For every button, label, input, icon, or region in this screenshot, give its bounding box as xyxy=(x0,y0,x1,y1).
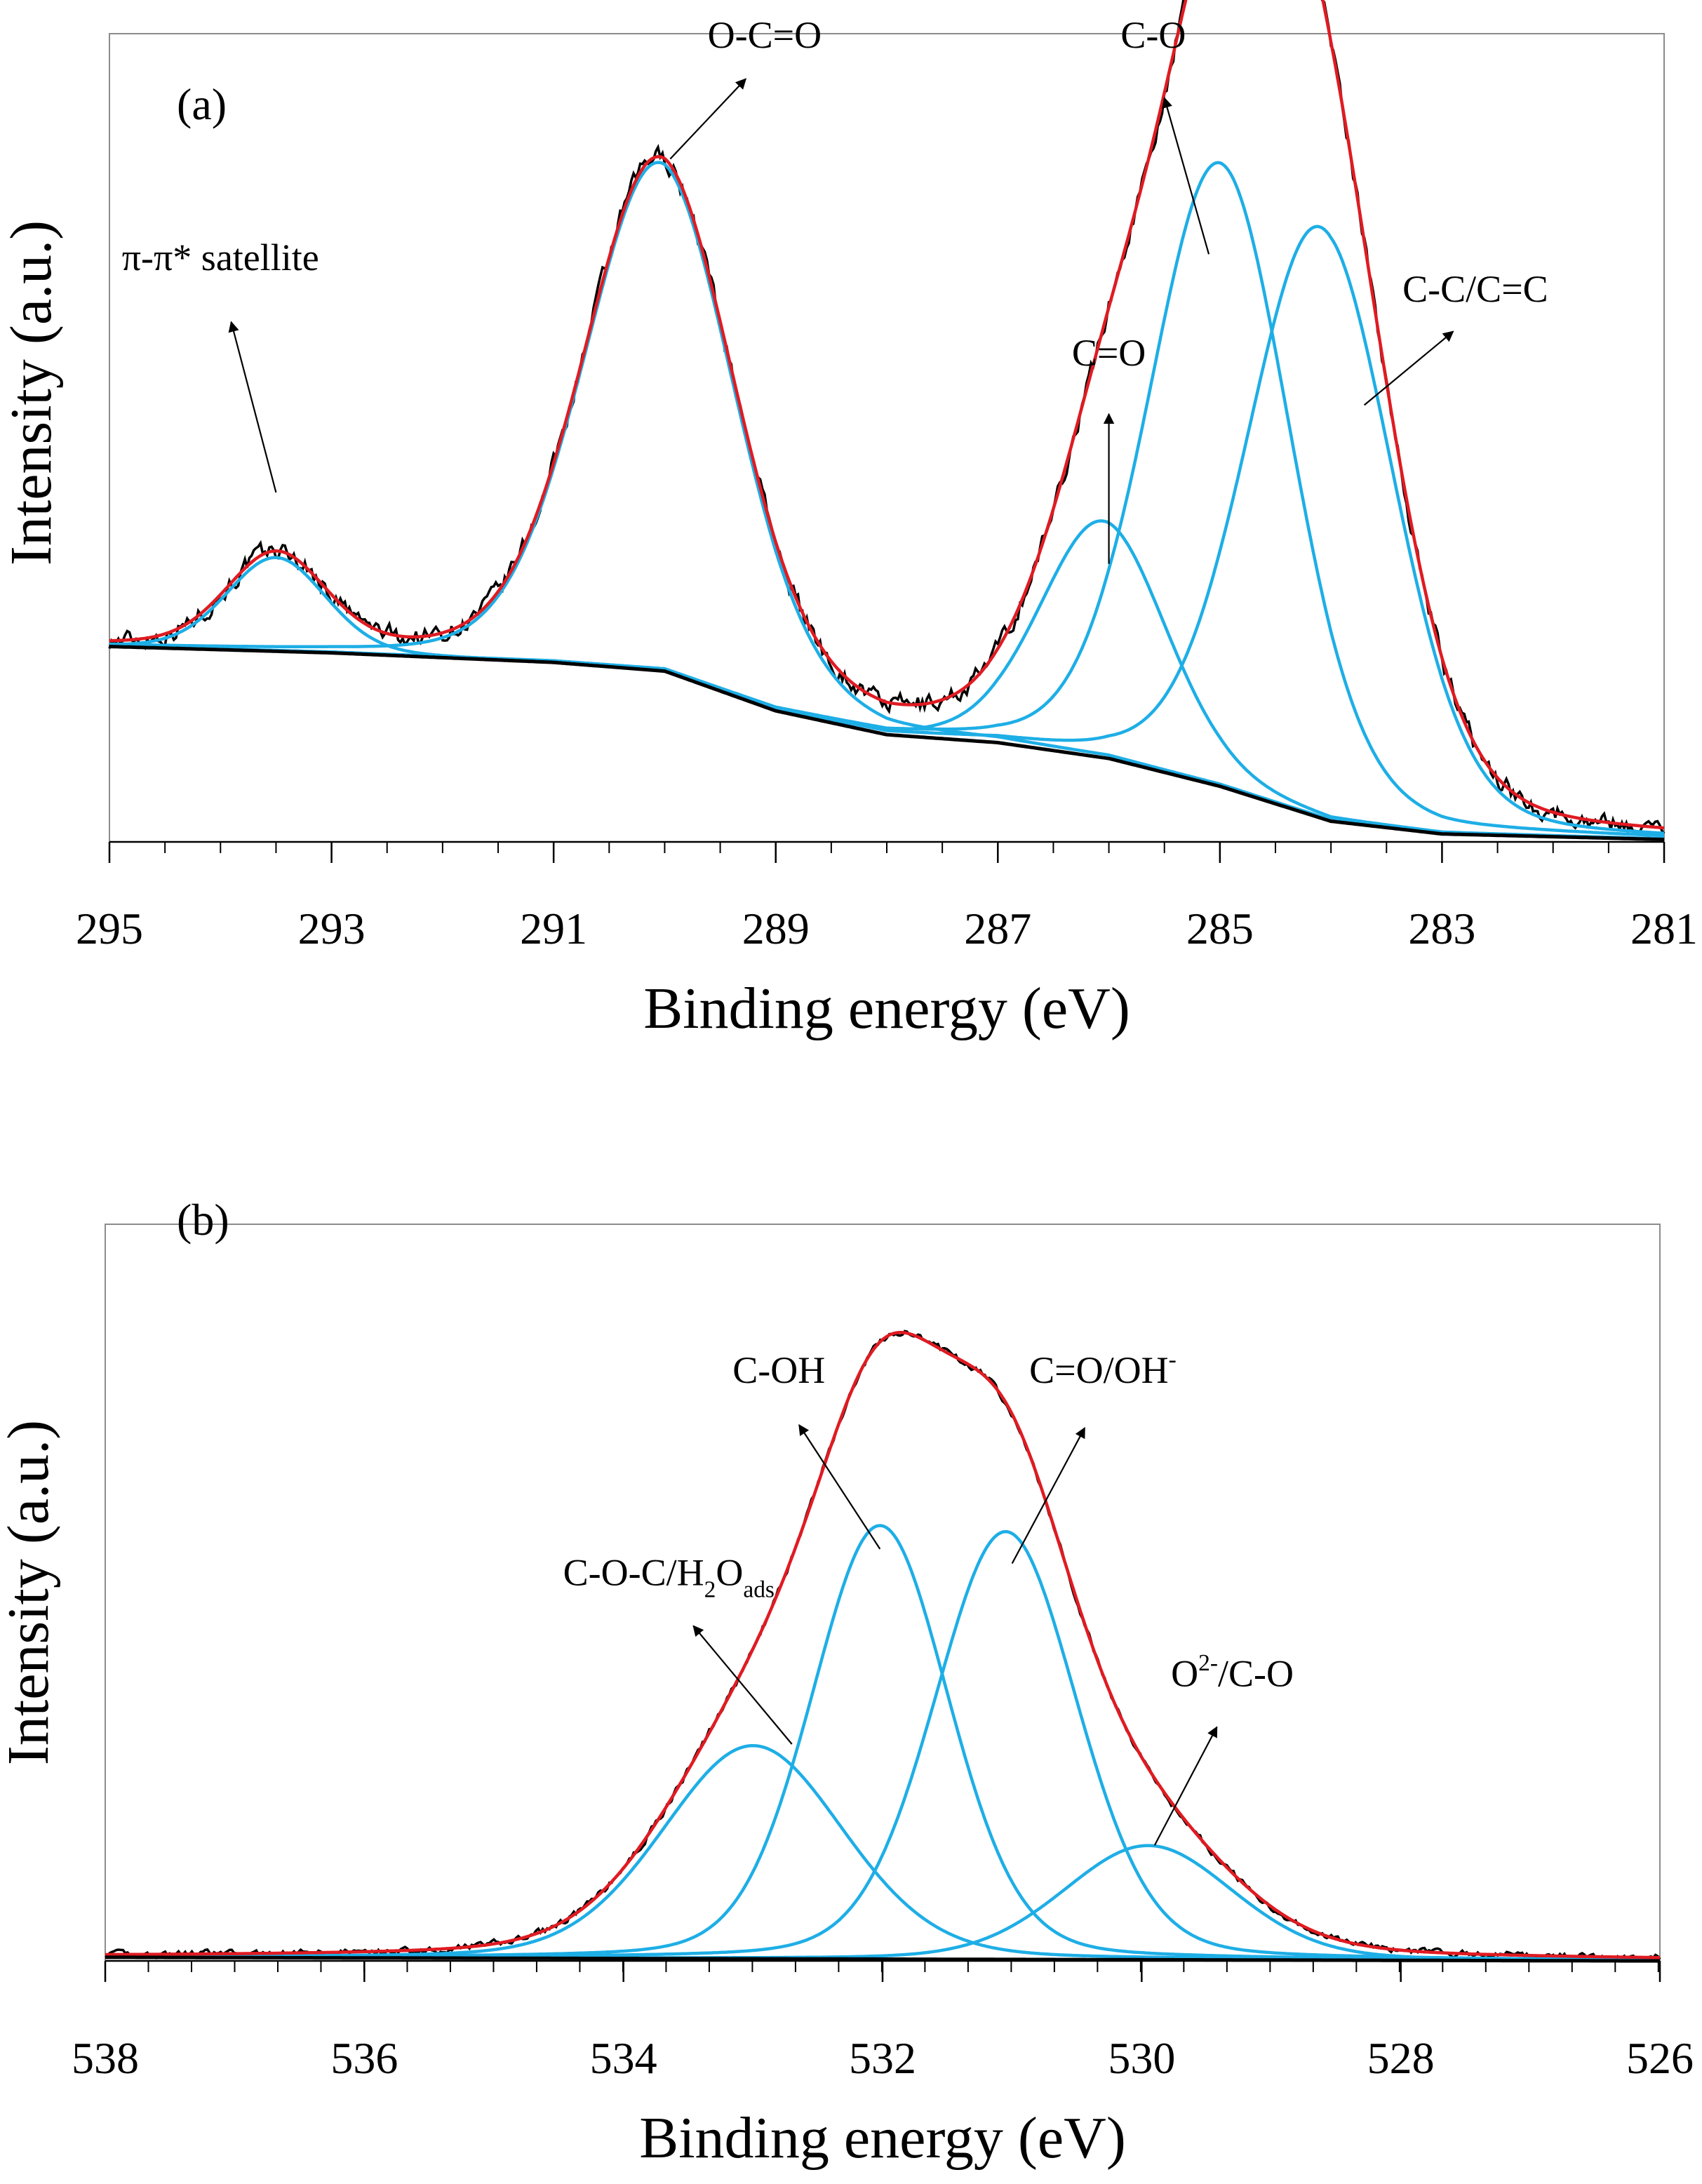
x-tick-label: 291 xyxy=(520,904,587,953)
x-tick-label: 534 xyxy=(590,2033,657,2083)
annotation-label: π-π* satellite xyxy=(122,236,319,279)
x-tick-label: 283 xyxy=(1408,904,1475,953)
x-axis-title: Binding energy (eV) xyxy=(639,2105,1126,2171)
x-tick-label: 536 xyxy=(330,2033,398,2083)
annotation-arrow xyxy=(1153,1726,1218,1846)
annotation-arrow xyxy=(692,1625,793,1745)
x-tick-label: 289 xyxy=(742,904,810,953)
background-line xyxy=(109,645,1665,842)
annotation-label: O-C=O xyxy=(708,14,822,56)
x-tick-label: 528 xyxy=(1367,2033,1435,2083)
annotation-arrow xyxy=(228,321,277,493)
annotation-label: C=O/OH- xyxy=(1029,1346,1177,1391)
x-axis-title: Binding energy (eV) xyxy=(643,976,1130,1041)
annotation-label: C=O xyxy=(1072,332,1146,374)
x-tick-label: 532 xyxy=(849,2033,916,2083)
x-tick-label: 526 xyxy=(1626,2033,1694,2083)
annotation-label: C-OH xyxy=(732,1349,825,1391)
y-axis-title: Intensity (a.u.) xyxy=(0,1420,61,1765)
panel-label: (b) xyxy=(177,1195,229,1245)
x-tick-label: 295 xyxy=(76,904,143,953)
y-axis-title: Intensity (a.u.) xyxy=(0,220,64,565)
x-tick-label: 538 xyxy=(72,2033,139,2083)
annotation-label: C-O xyxy=(1120,14,1186,56)
x-tick-label: 530 xyxy=(1108,2033,1175,2083)
annotation-arrow xyxy=(1363,330,1454,406)
annotation-arrow xyxy=(669,78,747,160)
background-line xyxy=(105,1955,1660,1963)
annotation-label: C-O-C/H2Oads xyxy=(563,1551,775,1602)
x-tick-label: 281 xyxy=(1630,904,1698,953)
x-tick-label: 287 xyxy=(964,904,1031,953)
annotation-arrow xyxy=(1162,97,1210,255)
x-tick-label: 293 xyxy=(298,904,366,953)
annotation-arrow xyxy=(1011,1426,1086,1565)
envelope-fit-line xyxy=(105,1330,1660,1959)
annotation-label: C-C/C=C xyxy=(1402,268,1548,310)
chart-panel-a: 295 293 291 289 287 285 283 281 Binding energy (… xyxy=(0,0,1698,1041)
chart-panel-b: 538 536 534 532 530 528 526 Binding energy (eV)… xyxy=(0,1195,1694,2171)
x-tick-label: 285 xyxy=(1186,904,1254,953)
envelope-fit-line xyxy=(109,0,1665,830)
annotation-label: O2-/C-O xyxy=(1171,1650,1294,1695)
annotation-arrow xyxy=(798,1423,881,1550)
panel-label: (a) xyxy=(177,79,227,129)
